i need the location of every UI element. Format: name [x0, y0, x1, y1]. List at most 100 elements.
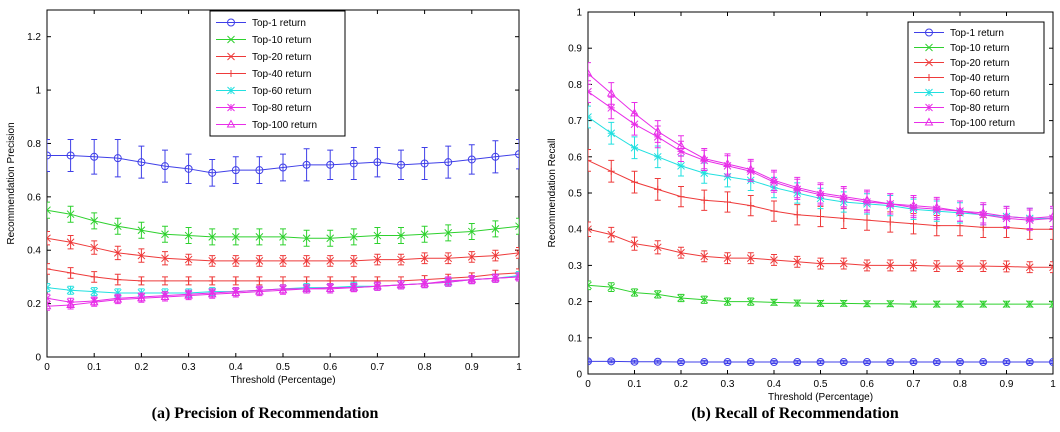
error-bar — [887, 360, 894, 365]
data-point — [792, 182, 802, 191]
series-top-20-return — [47, 231, 519, 267]
x-axis-label: Threshold (Percentage) — [768, 392, 873, 403]
data-point — [607, 167, 615, 175]
data-point — [1049, 300, 1053, 308]
data-point — [588, 113, 592, 121]
data-point — [932, 358, 941, 367]
error-bar — [910, 195, 917, 217]
error-bar — [47, 283, 50, 293]
error-bar — [1050, 205, 1053, 228]
error-bar — [771, 169, 777, 191]
series-top-10-return — [588, 280, 1053, 308]
data-point — [279, 163, 287, 172]
error-bar — [468, 144, 475, 175]
x-tick-label: 1 — [516, 362, 522, 373]
data-point — [700, 358, 709, 367]
error-bar — [445, 145, 452, 179]
data-point — [886, 261, 895, 270]
x-tick-label: 0.7 — [370, 362, 384, 373]
data-point — [491, 152, 500, 161]
error-bar — [631, 359, 638, 364]
legend-label: Top-100 return — [252, 120, 317, 131]
error-bar — [1050, 207, 1053, 229]
y-tick-label: 0.1 — [568, 333, 582, 344]
precision-caption: (a) Precision of Recommendation — [151, 405, 379, 422]
error-bar — [516, 217, 519, 235]
error-bar — [47, 263, 50, 275]
data-point — [816, 299, 825, 308]
data-point — [793, 257, 802, 266]
y-tick-label: 0.4 — [27, 246, 41, 257]
data-point — [137, 158, 146, 167]
data-point — [373, 281, 382, 290]
series-top-100-return — [588, 62, 1053, 229]
data-point — [185, 277, 193, 285]
data-point — [770, 207, 778, 215]
error-bar — [327, 149, 334, 180]
data-point — [932, 262, 941, 270]
data-point — [793, 211, 801, 219]
legend-label: Top-40 return — [252, 69, 311, 80]
data-point — [816, 358, 825, 367]
legend-marker — [227, 103, 235, 112]
data-point — [863, 261, 871, 270]
data-point — [979, 300, 988, 308]
data-point — [515, 249, 519, 257]
data-point — [302, 257, 311, 265]
data-point — [113, 249, 122, 257]
legend: Top-1 return Top-10 return Top-20 return To… — [209, 10, 346, 137]
y-tick-label: 0.2 — [568, 297, 582, 308]
legend-marker — [925, 58, 933, 67]
data-point — [396, 279, 406, 288]
x-tick-label: 0.1 — [628, 379, 642, 390]
error-bar — [1026, 360, 1033, 365]
data-point — [326, 160, 335, 169]
legend-item-top-60-return: Top-60 return — [216, 86, 311, 97]
data-point — [90, 152, 99, 161]
legend-marker — [227, 35, 235, 44]
error-bar — [516, 138, 519, 170]
y-tick-label: 0.4 — [568, 225, 582, 236]
data-point — [724, 198, 731, 206]
error-bar — [957, 200, 963, 222]
data-point — [839, 299, 848, 308]
data-point — [161, 254, 169, 263]
legend-item-top-10-return: Top-10 return — [216, 35, 311, 46]
data-point — [839, 259, 848, 268]
data-point — [677, 294, 685, 302]
recall-chart: 0 0.1 0.2 0.3 0.4 0.5 0.6 0.7 0.8 0.9 1 0 0.1 0.2 0.3 0… — [547, 8, 1056, 404]
data-point — [699, 153, 709, 162]
data-point — [397, 231, 405, 240]
data-point — [137, 293, 146, 302]
error-bar — [209, 158, 216, 187]
data-point — [839, 191, 849, 200]
data-point — [630, 108, 639, 117]
x-tick-label: 0.6 — [860, 379, 874, 390]
x-tick-label: 0 — [585, 379, 591, 390]
data-point — [630, 239, 639, 248]
data-point — [208, 257, 217, 265]
data-point — [793, 358, 802, 367]
data-point — [47, 206, 51, 215]
legend-item-top-60-return: Top-60 return — [914, 88, 1009, 99]
data-point — [676, 140, 686, 149]
data-point — [278, 285, 288, 294]
data-point — [207, 289, 217, 298]
legend-label: Top-1 return — [950, 28, 1004, 39]
error-bar — [303, 148, 310, 182]
y-axis-label: Recommendation Precision — [6, 122, 17, 244]
data-point — [113, 222, 122, 231]
data-point — [467, 274, 477, 283]
data-point — [113, 294, 123, 303]
y-tick-label: 0.7 — [568, 116, 582, 127]
data-point — [90, 273, 98, 281]
data-point — [588, 357, 592, 366]
data-point — [302, 234, 311, 243]
error-bar — [232, 156, 239, 184]
data-point — [515, 222, 519, 231]
data-point — [723, 158, 732, 168]
data-point — [606, 88, 616, 97]
data-point — [420, 159, 429, 168]
data-point — [47, 283, 51, 292]
error-bar — [1003, 360, 1010, 365]
